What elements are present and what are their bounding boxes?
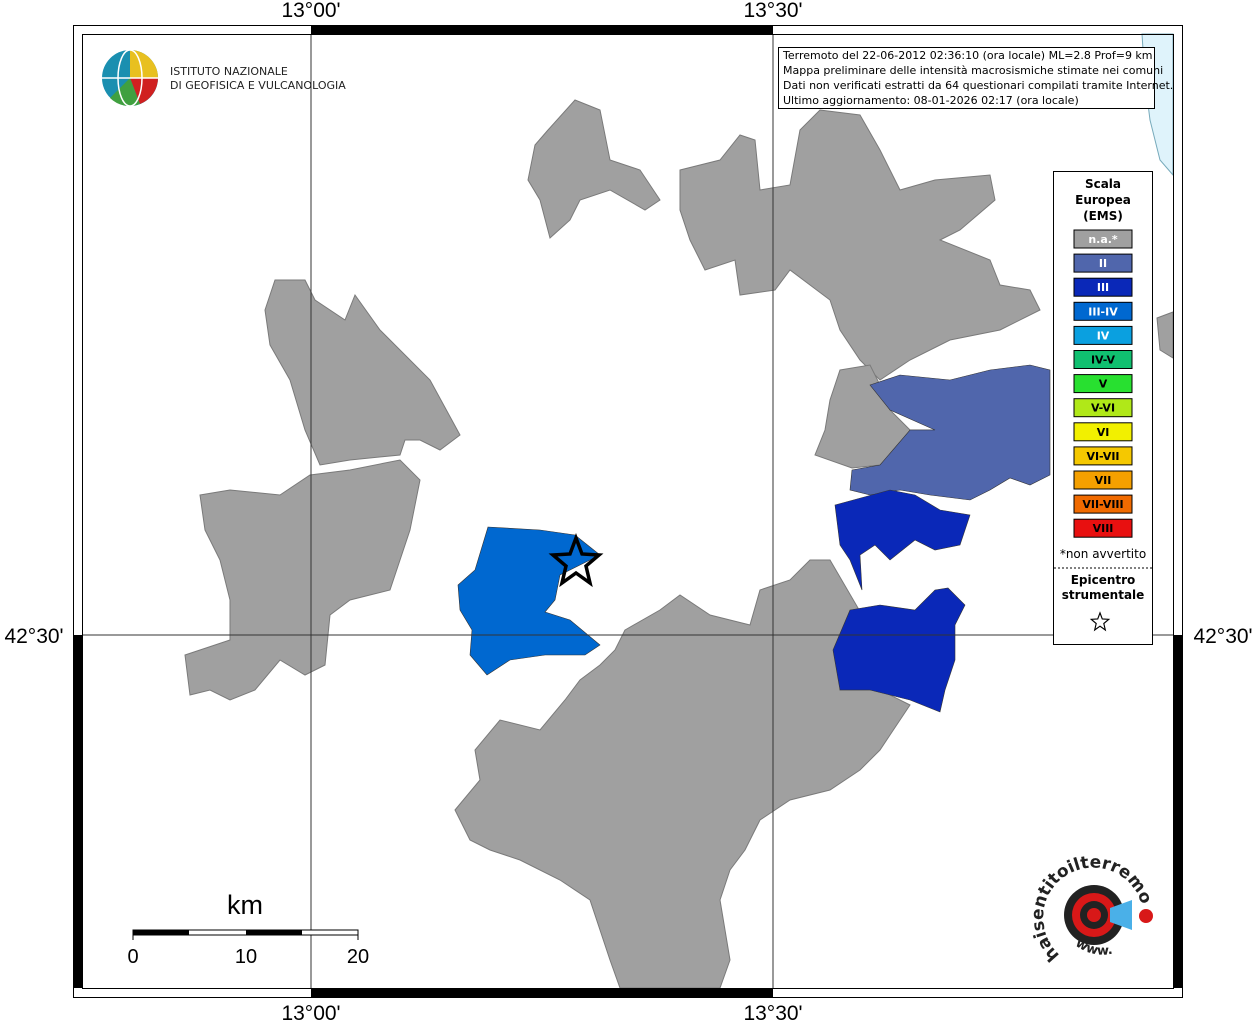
legend-label: IV-V: [1091, 354, 1116, 367]
municipality: [454, 559, 911, 989]
info-line: Ultimo aggiornamento: 08-01-2026 02:17 (…: [783, 94, 1079, 107]
info-box: Terremoto del 22-06-2012 02:36:10 (ora l…: [778, 47, 1173, 109]
legend-label: III-IV: [1088, 305, 1118, 318]
lon-label: 13°00': [281, 0, 340, 22]
scale-unit: km: [227, 890, 263, 920]
scale-bar: km 0 10 20: [127, 890, 369, 968]
municipality: [527, 99, 661, 239]
lon-label: 13°00': [281, 1002, 340, 1024]
legend: Scala Europea (EMS) *non avvertito Epice…: [1053, 171, 1153, 645]
lon-label: 13°30': [743, 1002, 802, 1024]
legend-swatch: [1073, 398, 1133, 418]
municipality: [679, 109, 1041, 381]
legend-swatch: [1073, 229, 1133, 249]
info-line: Mappa preliminare delle intensità macros…: [783, 64, 1163, 77]
legend-swatch: [1073, 422, 1133, 442]
legend-label: VIII: [1093, 522, 1114, 535]
municipality: [849, 364, 1051, 501]
legend-label: VII-VIII: [1082, 498, 1123, 511]
info-line: Dati non verificati estratti da 64 quest…: [783, 79, 1173, 92]
legend-label: VI: [1097, 426, 1110, 439]
legend-swatch: [1073, 277, 1133, 297]
scale-label: 0: [127, 946, 138, 968]
municipality: [832, 587, 966, 713]
legend-label: VI-VII: [1086, 450, 1119, 463]
legend-title: Scala: [1085, 177, 1121, 191]
scale-label: 20: [347, 946, 369, 968]
municipality: [264, 279, 461, 466]
legend-epicenter: Epicentro: [1071, 573, 1136, 587]
institute-name: ISTITUTO NAZIONALE: [170, 65, 288, 78]
legend-swatch: [1073, 494, 1133, 514]
legend-swatch: [1073, 301, 1133, 321]
legend-swatch: [1073, 518, 1133, 538]
legend-swatch: [1073, 374, 1133, 394]
municipality: [184, 459, 421, 701]
legend-title: Europea: [1075, 193, 1131, 207]
legend-label: III: [1097, 281, 1109, 294]
legend-swatch: [1073, 325, 1133, 345]
legend-swatch: [1073, 350, 1133, 369]
municipalities: [184, 99, 1174, 989]
legend-swatch: [1073, 470, 1133, 490]
municipality: [834, 489, 971, 591]
legend-swatch: [1073, 253, 1133, 273]
legend-label: IV: [1097, 329, 1110, 342]
lon-label: 13°30': [743, 0, 802, 22]
legend-label: V-VI: [1091, 402, 1115, 415]
epicenter-star: [548, 533, 604, 588]
legend-star: [1089, 611, 1111, 632]
legend-label: n.a.*: [1088, 233, 1118, 246]
municipality: [1156, 311, 1174, 359]
graticule: [82, 34, 1173, 988]
legend-label: II: [1099, 257, 1107, 270]
institute-logo: ISTITUTO NAZIONALE DI GEOFISICA E VULCAN…: [102, 49, 346, 107]
lat-label: 42°30': [4, 625, 63, 648]
legend-epicenter: strumentale: [1062, 588, 1145, 602]
frame: [73, 25, 1183, 998]
institute-name: DI GEOFISICA E VULCANOLOGIA: [170, 79, 346, 92]
lat-label: 42°30': [1193, 625, 1252, 648]
info-line: Terremoto del 22-06-2012 02:36:10 (ora l…: [782, 49, 1153, 62]
legend-label: VII: [1095, 474, 1112, 487]
legend-note: *non avvertito: [1060, 547, 1146, 561]
legend-label: V: [1099, 378, 1108, 391]
legend-swatch: [1073, 446, 1133, 466]
scale-label: 10: [235, 946, 257, 968]
legend-title: (EMS): [1083, 209, 1123, 223]
